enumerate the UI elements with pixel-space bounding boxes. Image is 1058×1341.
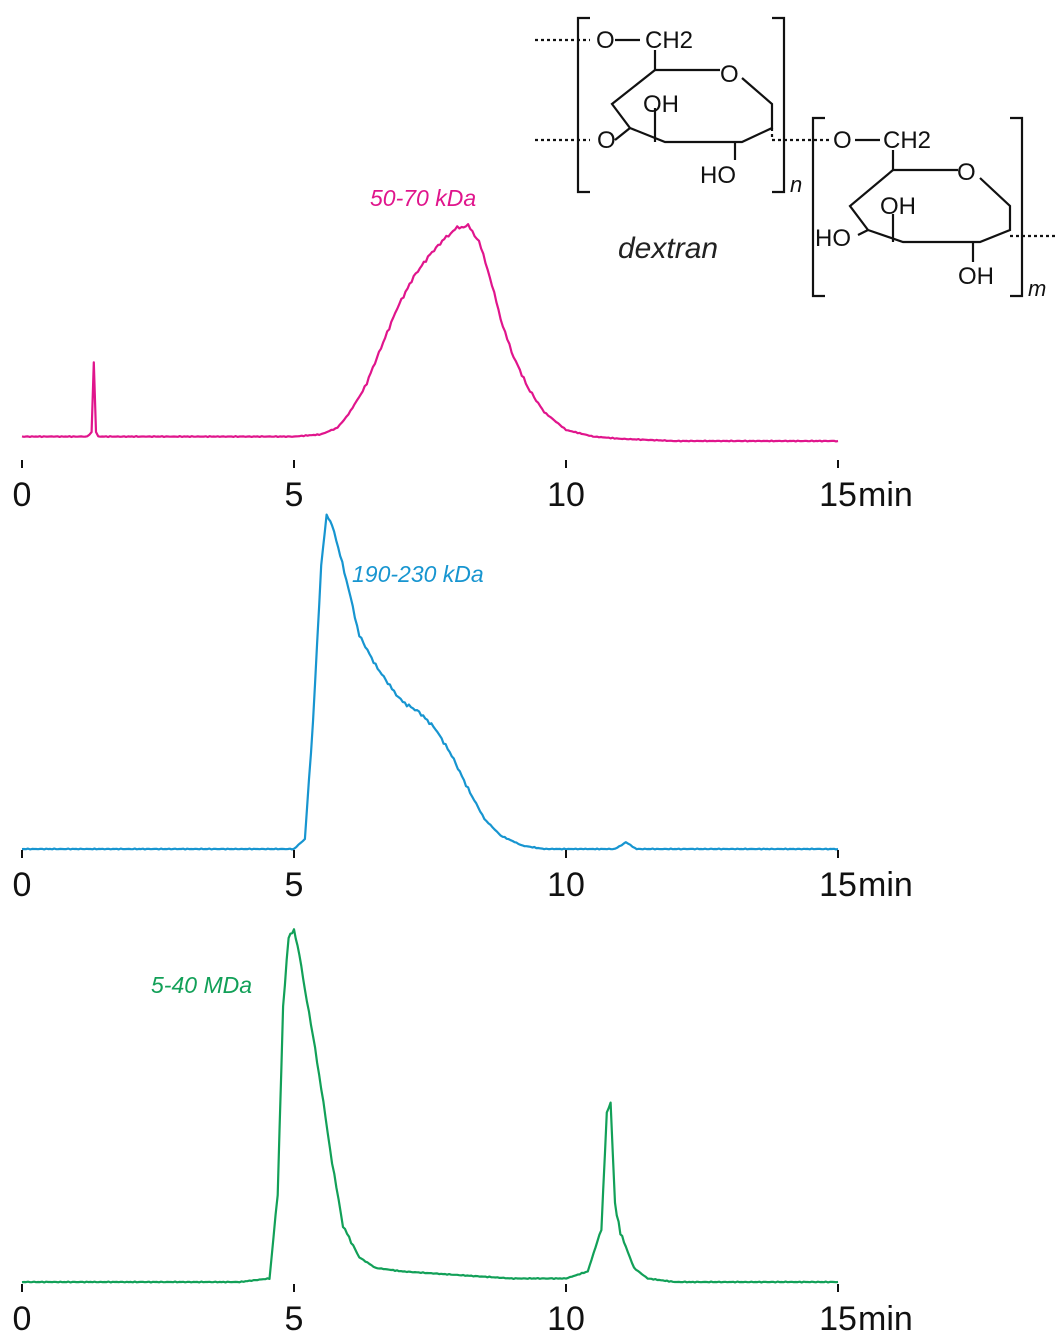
- bond: [614, 127, 631, 141]
- ring-bonds: [848, 169, 1012, 244]
- atom-label: O: [597, 127, 616, 154]
- atom-label: HO: [700, 162, 736, 189]
- x-tick-label: 10: [547, 1300, 585, 1338]
- series-line: [21, 928, 839, 1284]
- chromatogram-panel-2: 190-230 kDa 0 5 10 15 min: [13, 513, 913, 904]
- atom-label: OH: [880, 193, 916, 220]
- x-tick-label: 15: [819, 476, 857, 514]
- bracket-left: [576, 16, 590, 194]
- x-unit-label: min: [858, 1300, 913, 1338]
- series-line: [21, 513, 839, 851]
- atom-label: OH: [958, 263, 994, 290]
- repeat-label-m: m: [1028, 276, 1046, 301]
- repeat-label-n: n: [790, 172, 802, 197]
- x-tick-label: 15: [819, 866, 857, 904]
- ring-bonds: [610, 69, 774, 144]
- x-tick-label: 0: [13, 476, 32, 514]
- atom-label: CH2: [883, 127, 931, 154]
- atom-label: O: [596, 27, 615, 54]
- bracket-right: [772, 16, 786, 194]
- x-tick-label: 15: [819, 1300, 857, 1338]
- x-tick-label: 10: [547, 476, 585, 514]
- x-unit-label: min: [858, 866, 913, 904]
- x-unit-label: min: [858, 476, 913, 514]
- structure-title: dextran: [618, 232, 718, 265]
- x-tick-label: 5: [285, 866, 304, 904]
- bracket-right: [1010, 116, 1024, 298]
- atom-label: OH: [643, 91, 679, 118]
- atom-label: O: [720, 61, 739, 88]
- chromatogram-panel-1: 50-70 kDa 0 5 10 15 min: [13, 185, 913, 514]
- series-label: 50-70 kDa: [370, 185, 476, 211]
- atom-label: O: [957, 159, 976, 186]
- bracket-left: [811, 116, 825, 298]
- series-line: [21, 223, 839, 443]
- x-tick-label: 0: [13, 1300, 32, 1338]
- dextran-structure: [535, 16, 1058, 298]
- bond: [857, 229, 869, 236]
- chromatogram-panel-3: 5-40 MDa 0 5 10 15 min: [13, 928, 913, 1338]
- series-label: 5-40 MDa: [151, 972, 252, 998]
- x-tick-label: 5: [285, 1300, 304, 1338]
- x-tick-label: 0: [13, 866, 32, 904]
- atom-label: O: [833, 127, 852, 154]
- atom-label: HO: [815, 225, 851, 252]
- x-tick-label: 10: [547, 866, 585, 904]
- x-tick-label: 5: [285, 476, 304, 514]
- series-label: 190-230 kDa: [352, 561, 484, 587]
- atom-label: CH2: [645, 27, 693, 54]
- dextran-structure-labels: O CH2 O OH O HO n dextran O CH2 O OH HO …: [596, 27, 1046, 301]
